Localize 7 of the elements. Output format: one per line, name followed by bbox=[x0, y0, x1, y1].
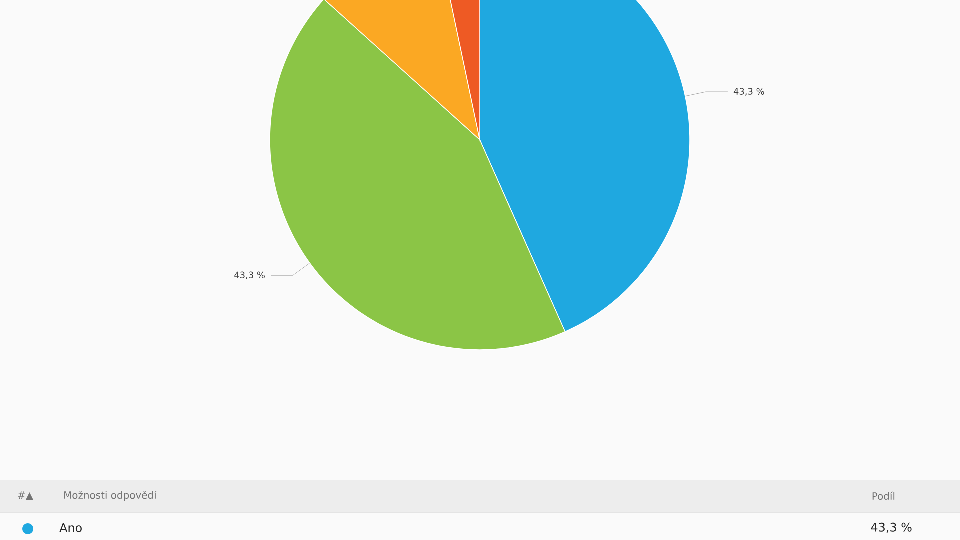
legend-label: Ano bbox=[60, 524, 82, 532]
data-label: 43,3 % bbox=[234, 272, 265, 280]
text: Podíl bbox=[872, 492, 895, 500]
text: Možnosti odpovědí bbox=[64, 490, 158, 502]
text: #▲ bbox=[18, 492, 34, 500]
text: 43,3 % bbox=[871, 522, 912, 534]
data-label: 43,3 % bbox=[734, 88, 764, 96]
